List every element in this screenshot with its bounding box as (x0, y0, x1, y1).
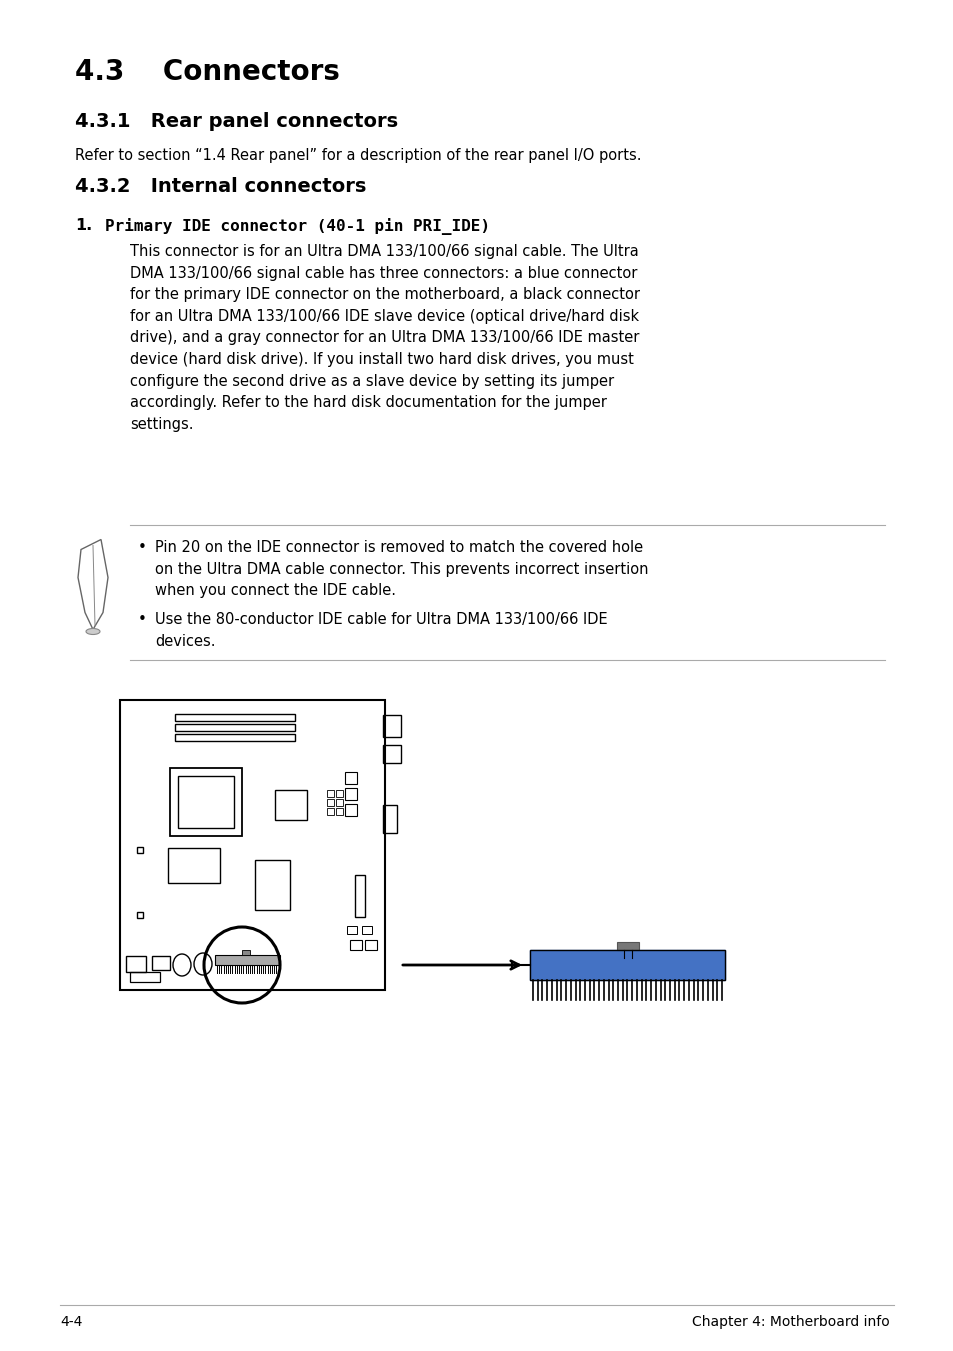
Text: •: • (138, 612, 147, 627)
Bar (130, 971, 160, 982)
Bar (170, 767, 242, 836)
Bar (174, 713, 294, 721)
Bar (335, 790, 343, 797)
Ellipse shape (172, 954, 191, 975)
Text: Refer to section “1.4 Rear panel” for a description of the rear panel I/O ports.: Refer to section “1.4 Rear panel” for a … (75, 149, 640, 163)
Text: 4-4: 4-4 (60, 1315, 82, 1329)
Text: 4.3    Connectors: 4.3 Connectors (75, 58, 339, 86)
Bar (335, 798, 343, 807)
Bar (327, 798, 334, 807)
Text: •: • (138, 540, 147, 555)
Bar (274, 790, 307, 820)
Bar (168, 848, 220, 884)
Bar (174, 724, 294, 731)
Text: Primary IDE connector (40-1 pin PRI_IDE): Primary IDE connector (40-1 pin PRI_IDE) (105, 218, 490, 235)
Bar (530, 950, 724, 979)
Text: 1.: 1. (75, 218, 92, 232)
Text: Use the 80-conductor IDE cable for Ultra DMA 133/100/66 IDE
devices.: Use the 80-conductor IDE cable for Ultra… (154, 612, 607, 648)
Text: This connector is for an Ultra DMA 133/100/66 signal cable. The Ultra
DMA 133/10: This connector is for an Ultra DMA 133/1… (130, 245, 639, 432)
Bar (327, 808, 334, 815)
Bar (350, 940, 361, 950)
Bar (126, 957, 146, 971)
Bar (214, 955, 280, 965)
Bar (345, 788, 356, 800)
Bar (347, 925, 356, 934)
Bar (152, 957, 170, 970)
Bar (345, 771, 356, 784)
Text: 4.3.2   Internal connectors: 4.3.2 Internal connectors (75, 177, 366, 196)
Bar (327, 790, 334, 797)
Bar (365, 940, 376, 950)
Bar (335, 808, 343, 815)
Bar (617, 942, 639, 950)
Bar (242, 950, 250, 955)
Bar (254, 861, 290, 911)
Ellipse shape (193, 952, 212, 975)
Bar (120, 700, 385, 990)
Ellipse shape (86, 628, 100, 635)
Text: Chapter 4: Motherboard info: Chapter 4: Motherboard info (692, 1315, 889, 1329)
Bar (382, 805, 396, 834)
Bar (355, 875, 365, 917)
Bar (382, 715, 400, 738)
Bar (361, 925, 372, 934)
Bar (174, 734, 294, 740)
Text: Pin 20 on the IDE connector is removed to match the covered hole
on the Ultra DM: Pin 20 on the IDE connector is removed t… (154, 540, 648, 598)
Bar (345, 804, 356, 816)
Bar (530, 950, 724, 979)
Bar (178, 775, 233, 828)
Text: 4.3.1   Rear panel connectors: 4.3.1 Rear panel connectors (75, 112, 397, 131)
Bar (382, 744, 400, 763)
